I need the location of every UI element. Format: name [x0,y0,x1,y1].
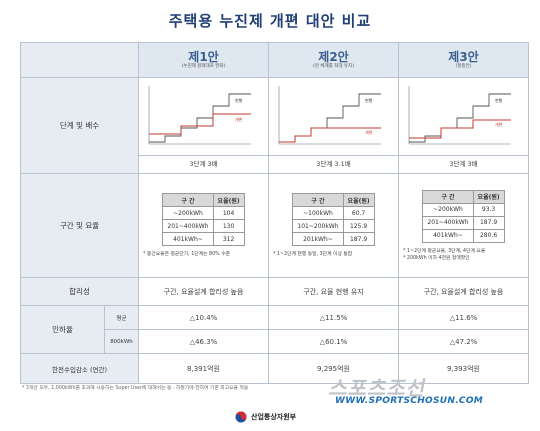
watermark-url: WWW.SPORTSCHOSUN.COM [335,396,484,406]
comparison-table: 제1안 (누진제 원래대로 완화) 제2안 (현 체계를 최대 유지) 제3안 … [20,42,529,384]
plan1-avg-decrease: △10.4% [138,305,269,330]
plan1-rationality: 구간, 요율설계 합리성 높음 [138,277,269,306]
plan-header-row: 제1안 (누진제 원래대로 완화) 제2안 (현 체계를 최대 유지) 제3안 … [20,42,529,78]
rate-range: ~100kWh [292,206,344,220]
rate-header-rate: 요율(원) [472,189,505,204]
plan2-stage-caption: 3단계 3.1배 [269,154,398,172]
current-line-label: 현행 [495,97,503,103]
rate-header-range: 구 간 [162,193,214,207]
revenue-row: 한전수입감소 (연간) 8,391억원 9,295억원 9,393억원 [20,353,529,384]
rate-value: 93.3 [472,202,505,217]
plan2-note: * 1~2단계 현행 동일, 3단계 이상 통합 [273,252,353,257]
plan1-rate-table: 구 간 요율(원) ~200kWh 104 201~400kWh 130 401kWh… [162,193,245,246]
corner-cell [20,42,139,78]
current-line-label: 현행 [235,97,243,103]
plan1-stage-cell: 현행 개편 3단계 3배 [138,77,269,174]
plan2-rate-table: 구 간 요율(원) ~100kWh 60.7 101~200kWh 125.9 201… [292,193,375,246]
rate-value: 187.9 [472,215,505,230]
decrease-avg-row: 인하율 평균 △10.4% △11.5% △11.6% [20,305,529,354]
footnote: * 3개안 모두, 1,000kWh를 초과해 사용하는 Super User에… [22,386,249,391]
plan3-note-2: * 200kWh 이하 4천원 정액할인 [403,255,470,261]
current-line-label: 현행 [365,97,373,103]
plan3-stage-caption: 3단계 3배 [399,154,528,172]
plan3-subtitle: (절충안) [455,64,472,69]
page-title: 주택용 누진제 개편 대안 비교 [168,12,372,30]
rate-value: 187.9 [342,232,375,246]
plan3-stage-cell: 현행 개편 3단계 3배 [398,77,529,174]
plan3-note-1: * 1~2단계 평균요율, 3단계, 4단계 요율 [403,248,486,254]
row-label-decrease: 인하율 [20,305,105,354]
current-rate-line [409,93,511,142]
plan3-800-decrease: △47.2% [398,329,529,354]
reform-line-label: 개편 [495,121,503,127]
rate-range: 201~400kWh [162,219,214,233]
plan2-header: 제2안 (현 체계를 최대 유지) [268,42,399,78]
rate-value: 104 [212,206,245,220]
rate-header-range: 구 간 [292,193,344,207]
plan1-revenue: 8,391억원 [138,353,269,384]
plan2-name: 제2안 [318,50,349,64]
ministry-name: 산업통상자원부 [251,413,297,421]
plan2-800-decrease: △60.1% [268,329,399,354]
plan1-rates-cell: 구 간 요율(원) ~200kWh 104 201~400kWh 130 401kWh… [138,173,269,278]
rate-range: ~200kWh [162,206,214,220]
rate-header-range: 구 간 [422,189,474,204]
plan3-revenue: 9,393억원 [398,353,529,384]
plan3-step-chart: 현행 개편 [408,85,511,144]
reform-rate-line [149,113,251,134]
rate-range: ~200kWh [422,202,474,217]
plan2-rationality: 구간, 요율 현행 유지 [268,277,399,306]
rate-range: 401kWh~ [162,232,214,246]
plan2-revenue: 9,295억원 [268,353,399,384]
plan1-header: 제1안 (누진제 원래대로 완화) [138,42,269,78]
plan1-step-chart: 현행 개편 [148,85,251,144]
rate-value: 125.9 [342,219,375,233]
current-rate-line [149,93,251,142]
reform-line-label: 개편 [235,116,243,122]
plan1-name: 제1안 [188,50,219,64]
rate-value: 312 [212,232,245,246]
plan3-name: 제3안 [448,50,479,64]
rate-value: 280.6 [472,228,505,243]
decrease-800-row: 800kWh △46.3% △60.1% △47.2% [21,329,529,354]
rate-range: 101~200kWh [292,219,344,233]
plan1-stage-caption: 3단계 3배 [139,154,268,172]
reform-line-label: 개편 [365,129,373,135]
rate-header-rate: 요율(원) [212,193,245,207]
rationality-row: 합리성 구간, 요율설계 합리성 높음 구간, 요율 현행 유지 구간, 요율설… [20,277,529,306]
rate-header-rate: 요율(원) [342,193,375,207]
plan2-rates-cell: 구 간 요율(원) ~100kWh 60.7 101~200kWh 125.9 201… [268,173,399,278]
rate-value: 60.7 [342,206,375,220]
row-label-stages: 단계 및 배수 [20,77,139,174]
plan2-step-chart: 현행 개편 [278,85,381,144]
plan1-800-decrease: △46.3% [138,329,269,354]
plan3-header: 제3안 (절충안) [398,42,529,78]
row-label-rationality: 합리성 [20,277,139,306]
rate-range: 401kWh~ [422,228,474,243]
plan2-avg-decrease: △11.5% [268,305,399,330]
plan1-subtitle: (누진제 원래대로 완화) [181,64,226,69]
rate-range: 201~400kWh [422,215,474,230]
rates-row: 구간 및 요율 구 간 요율(원) ~200kWh 104 201~400kWh 13… [20,173,529,278]
row-label-rates: 구간 및 요율 [20,173,139,278]
plan2-stage-cell: 현행 개편 3단계 3.1배 [268,77,399,174]
stages-row: 단계 및 배수 현행 개편 3단계 3배 [20,77,529,174]
plan2-subtitle: (현 체계를 최대 유지) [313,64,354,69]
plan3-rates-cell: 구 간 요율(원) ~200kWh 93.3 201~400kWh 187.9 401… [398,173,529,278]
rate-range: 201kWh~ [292,232,344,246]
row-label-decrease-avg: 평균 [104,305,139,330]
plan1-note: * 중간요율은 평균단가, 1단계는 80% 수준 [143,252,231,257]
row-label-revenue: 한전수입감소 (연간) [20,353,139,384]
rate-value: 130 [212,219,245,233]
plan3-rationality: 구간, 요율설계 합리성 높음 [398,277,529,306]
row-label-decrease-800: 800kWh [104,329,139,354]
plan3-avg-decrease: △11.6% [398,305,529,330]
reform-rate-line [279,127,381,142]
ministry-logo: 산업통상자원부 [235,410,296,424]
plan3-rate-table: 구 간 요율(원) ~200kWh 93.3 201~400kWh 187.9 401… [422,189,505,243]
taegeuk-icon [235,411,247,423]
reform-rate-line [409,119,511,138]
